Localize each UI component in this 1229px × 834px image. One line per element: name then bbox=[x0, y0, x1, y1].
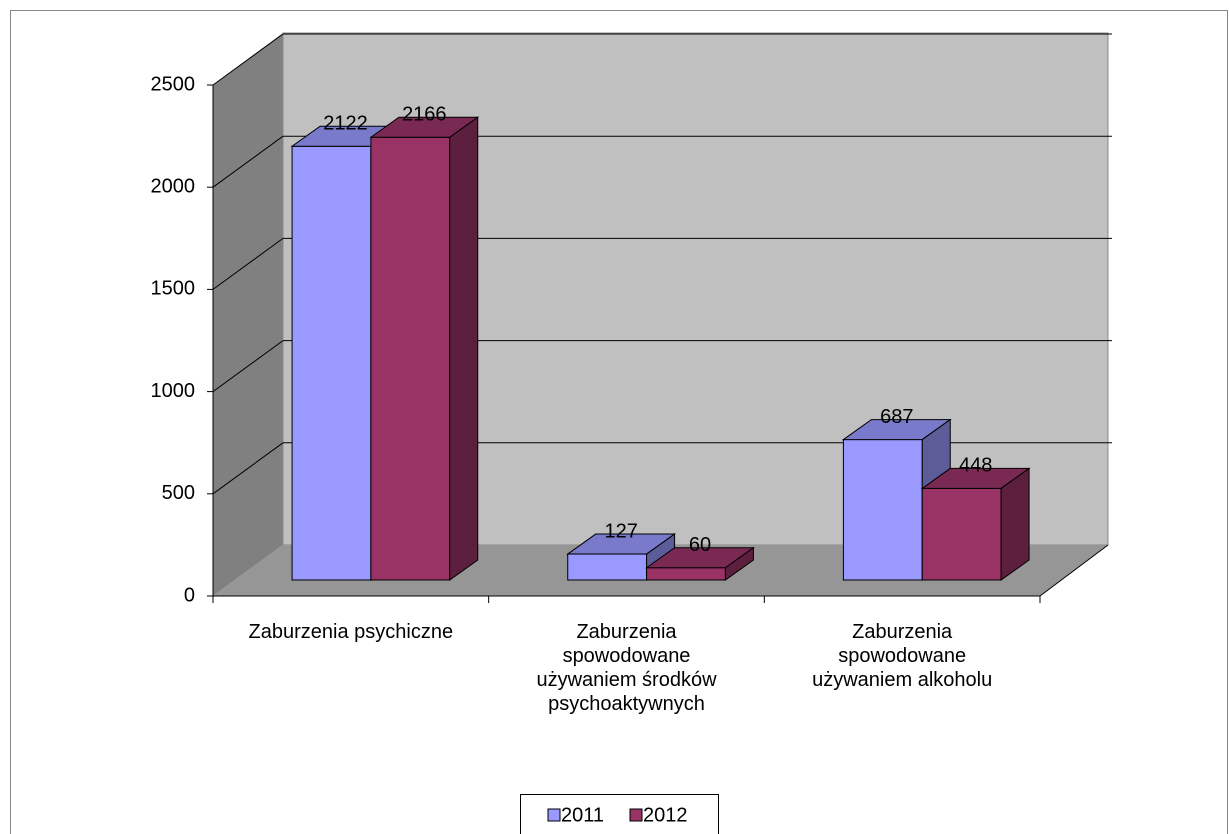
bar-front bbox=[370, 136, 451, 581]
grid-line bbox=[212, 135, 284, 188]
bar-front bbox=[567, 553, 648, 581]
grid-line bbox=[212, 340, 284, 393]
value-label: 448 bbox=[959, 455, 992, 477]
value-label: 127 bbox=[604, 520, 637, 542]
x-tick-label: Zaburzenia spowodowane używaniem alkohol… bbox=[812, 621, 993, 691]
bar-side bbox=[1000, 467, 1030, 581]
bar-front bbox=[842, 439, 923, 581]
value-label: 2122 bbox=[323, 113, 368, 135]
x-tick-label: Zaburzenia psychiczne bbox=[248, 621, 454, 643]
y-tick-label: 1500 bbox=[151, 278, 196, 300]
bar-front bbox=[646, 567, 726, 581]
grid-line bbox=[212, 33, 284, 86]
y-tick-label: 2500 bbox=[151, 73, 196, 95]
floor-edge bbox=[1039, 544, 1109, 597]
bar-side bbox=[449, 116, 479, 581]
y-tick-label: 1000 bbox=[151, 380, 196, 402]
legend-label: 2012 bbox=[643, 804, 688, 826]
legend-swatch bbox=[629, 808, 643, 822]
legend-label: 2011 bbox=[561, 804, 604, 826]
bar-front bbox=[291, 145, 372, 581]
legend-swatch bbox=[547, 808, 561, 822]
y-tick-label: 2000 bbox=[151, 175, 196, 197]
y-tick-label: 0 bbox=[184, 584, 195, 606]
x-tick-label: Zaburzenia spowodowane używaniem środków… bbox=[536, 621, 717, 715]
bar-side bbox=[724, 546, 754, 581]
y-tick-label: 500 bbox=[162, 482, 195, 504]
value-label: 687 bbox=[880, 406, 913, 428]
bar-front bbox=[921, 487, 1002, 581]
value-label: 60 bbox=[689, 534, 711, 556]
value-label: 2166 bbox=[402, 104, 447, 126]
side-wall bbox=[213, 33, 283, 596]
grid-line bbox=[212, 442, 284, 495]
grid-line bbox=[212, 237, 284, 290]
